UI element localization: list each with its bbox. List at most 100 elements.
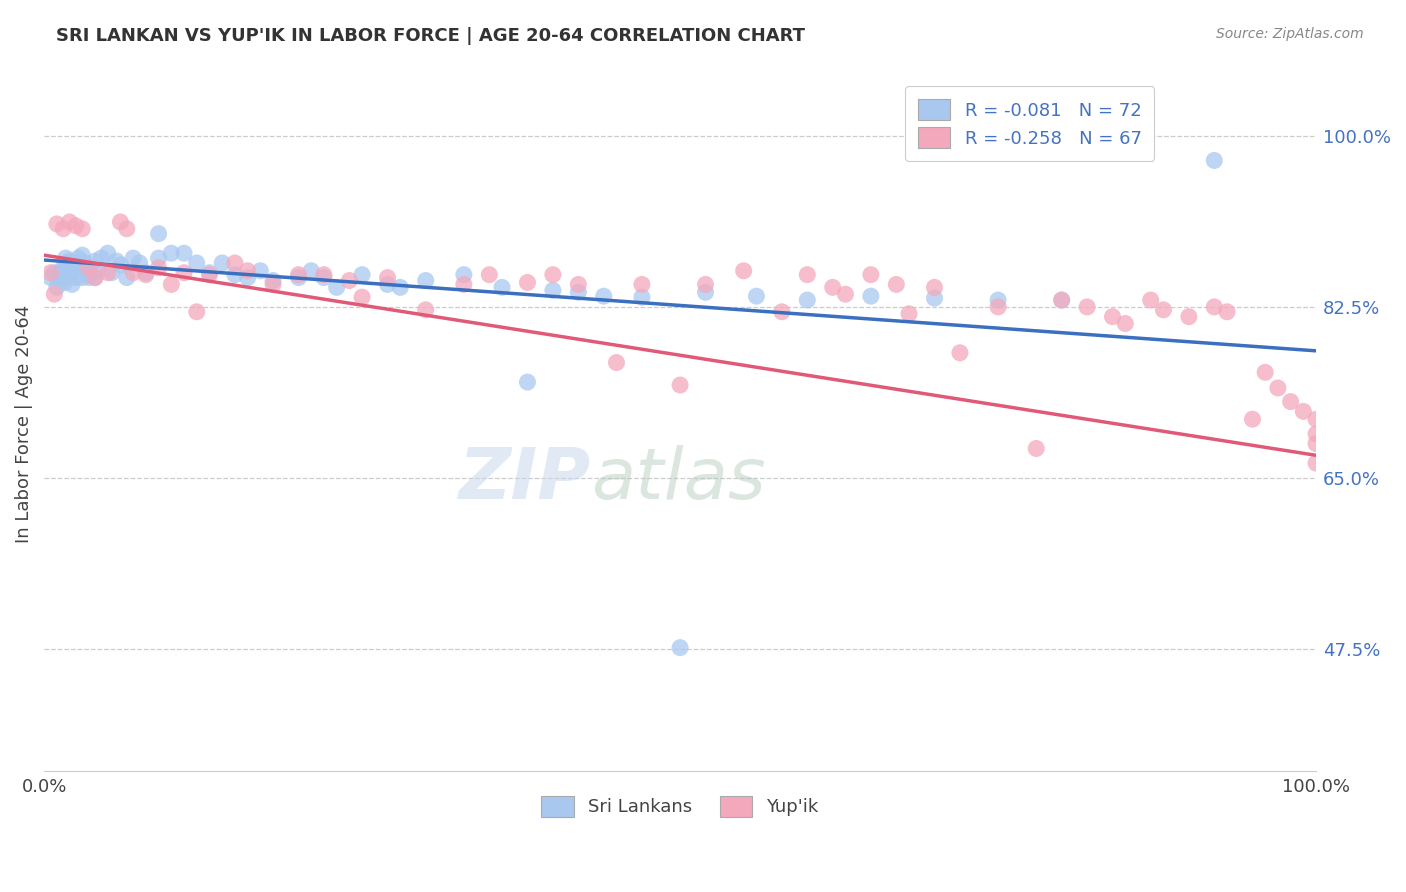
Point — [415, 302, 437, 317]
Point — [58, 254, 80, 268]
Point — [148, 260, 170, 275]
Point — [128, 256, 150, 270]
Point — [110, 215, 132, 229]
Point — [1204, 300, 1226, 314]
Point — [60, 277, 83, 292]
Point — [90, 251, 112, 265]
Point — [541, 283, 564, 297]
Point — [198, 266, 221, 280]
Text: atlas: atlas — [591, 445, 766, 514]
Point — [115, 270, 138, 285]
Point — [924, 280, 946, 294]
Point — [72, 270, 94, 285]
Legend: Sri Lankans, Yup'ik: Sri Lankans, Yup'ik — [534, 789, 825, 824]
Point — [44, 287, 66, 301]
Point — [135, 268, 157, 282]
Point — [122, 251, 145, 265]
Point — [352, 268, 374, 282]
Point — [352, 290, 374, 304]
Point — [1305, 412, 1327, 426]
Point — [115, 221, 138, 235]
Point — [733, 264, 755, 278]
Point — [249, 264, 271, 278]
Point — [67, 251, 90, 265]
Point — [186, 256, 208, 270]
Point — [160, 277, 183, 292]
Point — [52, 270, 75, 285]
Point — [53, 276, 76, 290]
Point — [122, 266, 145, 280]
Point — [55, 251, 77, 265]
Point — [821, 280, 844, 294]
Point — [389, 280, 412, 294]
Point — [72, 248, 94, 262]
Point — [48, 266, 70, 280]
Point — [52, 260, 75, 275]
Point — [377, 270, 399, 285]
Point — [1152, 302, 1174, 317]
Point — [1076, 300, 1098, 314]
Point — [312, 268, 335, 282]
Point — [65, 256, 87, 270]
Point — [58, 266, 80, 280]
Point — [79, 268, 101, 282]
Point — [770, 305, 793, 319]
Text: Source: ZipAtlas.com: Source: ZipAtlas.com — [1216, 27, 1364, 41]
Point — [45, 217, 67, 231]
Point — [186, 305, 208, 319]
Text: ZIP: ZIP — [458, 445, 591, 514]
Point — [97, 266, 120, 280]
Point — [39, 266, 62, 280]
Point — [567, 277, 589, 292]
Point — [1050, 293, 1073, 307]
Point — [173, 246, 195, 260]
Point — [859, 289, 882, 303]
Point — [1305, 436, 1327, 450]
Point — [312, 270, 335, 285]
Point — [100, 266, 122, 280]
Point — [478, 268, 501, 282]
Point — [224, 256, 246, 270]
Point — [924, 291, 946, 305]
Point — [377, 277, 399, 292]
Point — [1279, 394, 1302, 409]
Point — [884, 277, 907, 292]
Point — [287, 270, 309, 285]
Point — [77, 270, 100, 285]
Point — [631, 290, 654, 304]
Point — [1267, 381, 1289, 395]
Point — [337, 273, 360, 287]
Point — [1139, 293, 1161, 307]
Point — [173, 266, 195, 280]
Point — [1216, 305, 1239, 319]
Point — [135, 266, 157, 280]
Point — [73, 256, 96, 270]
Point — [859, 268, 882, 282]
Point — [1305, 426, 1327, 441]
Point — [325, 280, 347, 294]
Point — [1292, 404, 1315, 418]
Point — [592, 289, 614, 303]
Point — [110, 258, 132, 272]
Point — [299, 264, 322, 278]
Point — [84, 270, 107, 285]
Point — [148, 227, 170, 241]
Point — [1254, 365, 1277, 379]
Point — [669, 640, 692, 655]
Point — [1241, 412, 1264, 426]
Point — [695, 277, 717, 292]
Point — [695, 285, 717, 300]
Point — [65, 219, 87, 233]
Point — [105, 254, 128, 268]
Point — [491, 280, 513, 294]
Point — [262, 273, 284, 287]
Point — [224, 268, 246, 282]
Point — [69, 260, 91, 275]
Point — [1050, 293, 1073, 307]
Point — [58, 215, 80, 229]
Point — [72, 221, 94, 235]
Point — [796, 293, 818, 307]
Point — [605, 355, 627, 369]
Point — [148, 251, 170, 265]
Point — [949, 346, 972, 360]
